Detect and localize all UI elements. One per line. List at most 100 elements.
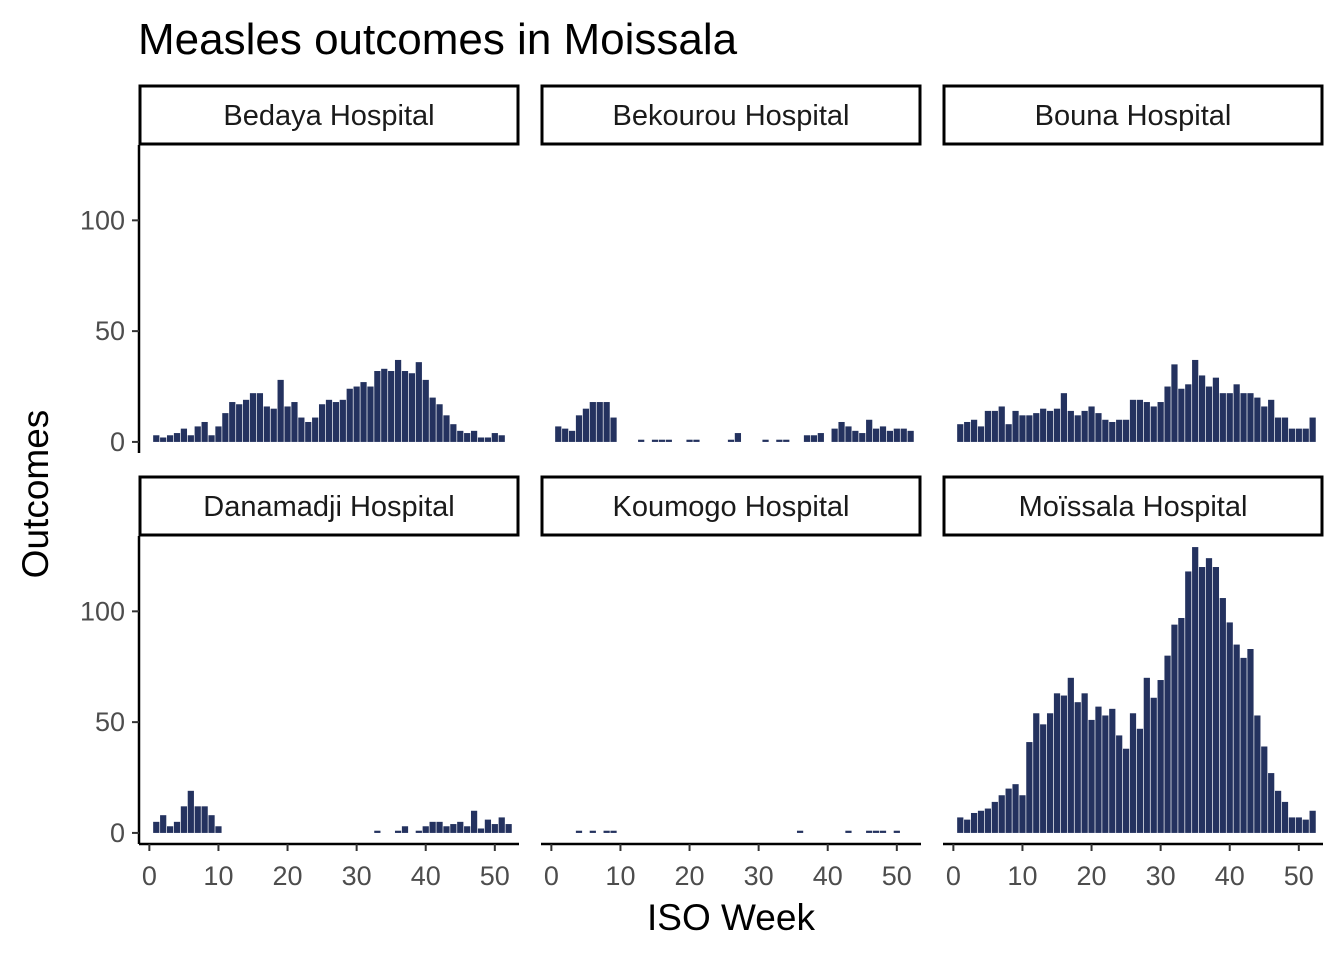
- bar: [866, 419, 873, 442]
- bar: [665, 439, 672, 442]
- x-tick-label: 40: [411, 861, 441, 891]
- bar: [1060, 393, 1068, 442]
- bar: [610, 417, 617, 442]
- bar: [1261, 406, 1268, 442]
- bar: [422, 379, 429, 442]
- bar: [1219, 598, 1226, 833]
- bar: [1088, 406, 1095, 442]
- bar: [429, 821, 436, 833]
- bar: [1288, 428, 1296, 442]
- bar: [470, 810, 478, 833]
- bar: [1012, 784, 1019, 833]
- bar: [381, 368, 388, 442]
- bar: [589, 830, 596, 833]
- y-tick-label: 0: [110, 427, 125, 457]
- bar: [180, 806, 188, 833]
- bar: [470, 430, 478, 442]
- x-tick-label: 20: [1077, 861, 1107, 891]
- bar: [1226, 622, 1233, 833]
- bar: [1150, 406, 1157, 442]
- bar: [166, 435, 174, 442]
- bar: [346, 388, 353, 442]
- bar: [436, 404, 443, 442]
- bar: [491, 433, 498, 442]
- y-tick-label: 50: [95, 707, 125, 737]
- bar: [1026, 742, 1033, 833]
- facet-strip-label: Bouna Hospital: [1035, 100, 1232, 132]
- bar: [1281, 801, 1289, 833]
- facet-strip: [540, 84, 922, 146]
- bar: [1157, 402, 1164, 442]
- bar: [831, 428, 838, 442]
- facet-strip-label: Bekourou Hospital: [613, 100, 850, 132]
- y-tick-label: 100: [80, 596, 125, 626]
- bar: [201, 421, 208, 442]
- bar: [360, 382, 367, 442]
- facet-strip: [138, 84, 520, 146]
- bar: [208, 815, 215, 833]
- bar: [1040, 724, 1047, 833]
- bar: [457, 821, 464, 833]
- bar: [957, 817, 964, 833]
- bar: [201, 806, 208, 833]
- bar: [762, 439, 769, 442]
- bar: [562, 428, 569, 442]
- bar: [194, 806, 201, 833]
- bar: [1109, 421, 1116, 442]
- bar: [1295, 817, 1302, 833]
- bar: [215, 826, 222, 833]
- x-tick-label: 30: [744, 861, 774, 891]
- bar: [415, 830, 422, 833]
- bar: [1053, 408, 1061, 442]
- bar: [1081, 410, 1088, 442]
- y-axis-title: Outcomes: [15, 410, 56, 579]
- x-tick-label: 50: [882, 861, 912, 891]
- bar: [998, 795, 1005, 833]
- bar: [1129, 713, 1137, 833]
- bar: [477, 828, 485, 833]
- bar: [1116, 735, 1123, 833]
- bar: [187, 435, 194, 442]
- bar: [984, 808, 992, 833]
- bar: [1192, 359, 1199, 442]
- bar: [977, 810, 985, 833]
- bar: [332, 402, 340, 442]
- x-tick-label: 10: [203, 861, 233, 891]
- bar: [589, 402, 596, 442]
- bar: [401, 826, 409, 833]
- bar: [443, 415, 450, 442]
- bar: [886, 430, 894, 442]
- x-tick-label: 10: [1007, 861, 1037, 891]
- bar: [879, 830, 887, 833]
- bar: [1067, 410, 1074, 442]
- bar: [1081, 693, 1088, 833]
- bar: [1136, 399, 1144, 442]
- bar: [1247, 393, 1254, 442]
- bar: [1178, 617, 1185, 833]
- bar: [964, 819, 971, 833]
- bar: [1116, 419, 1123, 442]
- bar: [1012, 410, 1019, 442]
- bar: [1198, 567, 1206, 833]
- facet-panel: Bekourou Hospital: [540, 84, 922, 442]
- bar: [1302, 819, 1309, 833]
- bar: [810, 435, 818, 442]
- bar: [893, 830, 900, 833]
- bar: [1302, 428, 1309, 442]
- bar: [872, 428, 880, 442]
- bar: [1136, 728, 1144, 833]
- bar: [401, 371, 409, 442]
- bar: [568, 430, 576, 442]
- bar: [242, 399, 250, 442]
- bar: [893, 428, 900, 442]
- facet-strip: [138, 475, 520, 537]
- bar: [900, 428, 907, 442]
- bar: [464, 826, 471, 833]
- bar: [367, 386, 374, 442]
- y-tick-label: 100: [80, 205, 125, 235]
- facet-panel: Danamadji Hospital 0 50 100 0 10 20 30 40 50: [80, 475, 520, 891]
- bar: [484, 819, 492, 833]
- bar: [658, 439, 666, 442]
- bar: [991, 801, 998, 833]
- bar: [1046, 713, 1054, 833]
